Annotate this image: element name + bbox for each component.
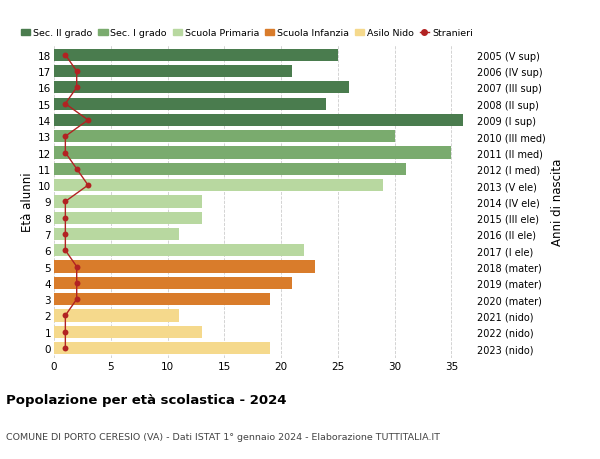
- Text: COMUNE DI PORTO CERESIO (VA) - Dati ISTAT 1° gennaio 2024 - Elaborazione TUTTITA: COMUNE DI PORTO CERESIO (VA) - Dati ISTA…: [6, 431, 440, 441]
- Text: Popolazione per età scolastica - 2024: Popolazione per età scolastica - 2024: [6, 393, 287, 406]
- Point: [61, 101, 70, 108]
- Y-axis label: Anni di nascita: Anni di nascita: [551, 158, 564, 246]
- Bar: [54, 277, 292, 289]
- Point: [61, 312, 70, 319]
- Point: [61, 214, 70, 222]
- Bar: [54, 131, 395, 143]
- Bar: [54, 163, 406, 175]
- Bar: [54, 50, 338, 62]
- Bar: [54, 326, 202, 338]
- Bar: [54, 82, 349, 94]
- Point: [61, 52, 70, 59]
- Bar: [54, 310, 179, 322]
- Bar: [54, 342, 269, 354]
- Point: [61, 345, 70, 352]
- Point: [61, 231, 70, 238]
- Bar: [54, 261, 315, 273]
- Point: [72, 296, 82, 303]
- Bar: [54, 196, 202, 208]
- Point: [72, 263, 82, 271]
- Point: [83, 117, 93, 124]
- Point: [72, 166, 82, 173]
- Bar: [54, 115, 463, 127]
- Bar: [54, 179, 383, 192]
- Point: [72, 84, 82, 92]
- Point: [83, 182, 93, 190]
- Point: [61, 247, 70, 254]
- Point: [61, 150, 70, 157]
- Point: [72, 280, 82, 287]
- Point: [61, 198, 70, 206]
- Bar: [54, 293, 269, 306]
- Bar: [54, 147, 451, 159]
- Point: [72, 68, 82, 76]
- Bar: [54, 212, 202, 224]
- Legend: Sec. II grado, Sec. I grado, Scuola Primaria, Scuola Infanzia, Asilo Nido, Stran: Sec. II grado, Sec. I grado, Scuola Prim…: [21, 29, 473, 38]
- Point: [61, 133, 70, 140]
- Y-axis label: Età alunni: Età alunni: [21, 172, 34, 232]
- Point: [61, 328, 70, 336]
- Bar: [54, 229, 179, 241]
- Bar: [54, 245, 304, 257]
- Bar: [54, 66, 292, 78]
- Bar: [54, 98, 326, 111]
